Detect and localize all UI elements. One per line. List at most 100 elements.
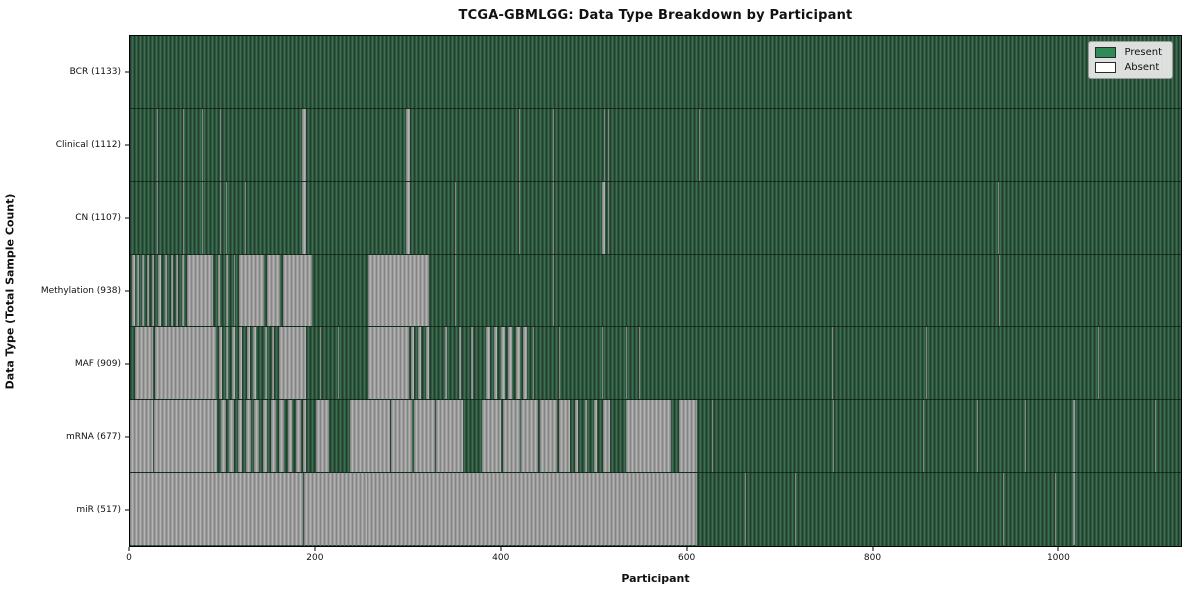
absent-segment — [134, 327, 154, 400]
x-tick-mark — [1057, 547, 1059, 551]
absent-segment — [186, 254, 213, 327]
absent-segment — [368, 254, 429, 327]
absent-segment — [279, 400, 284, 473]
absent-segment — [304, 473, 367, 545]
absent-segment — [413, 400, 436, 473]
row-methylation — [130, 254, 1181, 328]
absent-segment — [301, 181, 307, 254]
absent-segment — [698, 108, 700, 181]
absent-segment — [246, 327, 250, 400]
absent-segment — [239, 254, 265, 327]
absent-segment — [130, 400, 154, 473]
absent-segment — [558, 400, 570, 473]
absent-segment — [301, 108, 307, 181]
absent-segment — [225, 327, 229, 400]
absent-segment — [220, 400, 226, 473]
legend-swatch-absent — [1095, 62, 1117, 73]
absent-segment — [156, 108, 158, 181]
absent-segment — [1155, 400, 1156, 473]
y-tick-label: Methylation (938) — [40, 286, 121, 296]
absent-segment — [540, 400, 557, 473]
absent-segment — [575, 400, 579, 473]
absent-segment — [349, 400, 390, 473]
absent-segment — [199, 108, 201, 181]
absent-segment — [515, 327, 520, 400]
absent-segment — [1071, 181, 1073, 254]
absent-segment — [482, 400, 502, 473]
y-tick-label: MAF (909) — [74, 359, 121, 370]
absent-segment — [445, 327, 448, 400]
y-tick-mark — [125, 71, 129, 73]
absent-segment — [226, 181, 228, 254]
absent-segment — [226, 254, 229, 327]
absent-segment — [146, 254, 149, 327]
absent-segment — [602, 327, 604, 400]
x-tick-label: 200 — [306, 553, 324, 563]
absent-segment — [552, 108, 554, 181]
y-tick-label: Clinical (1112) — [55, 139, 121, 150]
absent-segment — [262, 400, 268, 473]
absent-segment — [711, 400, 713, 473]
absent-segment — [454, 254, 456, 327]
absent-segment — [271, 327, 274, 400]
row-clinical — [130, 108, 1181, 182]
absent-segment — [1071, 108, 1073, 181]
absent-segment — [1098, 327, 1100, 400]
absent-segment — [182, 108, 184, 181]
absent-segment — [390, 400, 412, 473]
row-maf — [130, 327, 1181, 401]
absent-segment — [833, 400, 835, 473]
absent-segment — [603, 400, 610, 473]
y-tick-mark — [125, 509, 129, 511]
legend-label: Absent — [1124, 62, 1160, 73]
absent-segment — [219, 108, 221, 181]
absent-segment — [425, 327, 429, 400]
absent-segment — [559, 327, 561, 400]
absent-segment — [552, 254, 554, 327]
absent-segment — [925, 327, 927, 400]
absent-segment — [320, 327, 322, 400]
absent-segment — [411, 327, 414, 400]
absent-segment — [253, 327, 257, 400]
x-tick-mark — [128, 547, 130, 551]
absent-segment — [639, 327, 641, 400]
x-tick-label: 400 — [492, 553, 510, 563]
absent-segment — [593, 400, 597, 473]
absent-segment — [232, 327, 235, 400]
absent-segment — [233, 254, 235, 327]
absent-segment — [607, 181, 609, 254]
y-tick-mark — [125, 144, 129, 146]
absent-segment — [471, 327, 474, 400]
legend-swatch-present — [1095, 47, 1117, 58]
x-tick-label: 800 — [863, 553, 882, 563]
absent-segment — [1073, 400, 1076, 473]
absent-segment — [521, 400, 539, 473]
absent-segment — [156, 181, 158, 254]
absent-segment — [202, 108, 204, 181]
chart-title: TCGA-GBMLGG: Data Type Breakdown by Part… — [458, 8, 853, 23]
absent-segment — [999, 254, 1001, 327]
absent-segment — [165, 254, 168, 327]
y-tick-mark — [125, 290, 129, 292]
absent-segment — [552, 181, 554, 254]
absent-segment — [501, 327, 505, 400]
absent-segment — [170, 254, 173, 327]
absent-segment — [679, 400, 697, 473]
y-tick-mark — [125, 363, 129, 365]
absent-segment — [267, 254, 281, 327]
row-cn — [130, 181, 1181, 255]
absent-segment — [287, 400, 293, 473]
row-bcr — [130, 36, 1181, 109]
absent-segment — [154, 400, 214, 473]
absent-segment — [604, 108, 605, 181]
absent-segment — [602, 181, 605, 254]
absent-segment — [998, 181, 1000, 254]
absent-segment — [213, 400, 218, 473]
absent-segment — [176, 254, 179, 327]
absent-segment — [1002, 473, 1004, 545]
absent-segment — [368, 327, 410, 400]
absent-segment — [366, 108, 368, 181]
absent-segment — [626, 400, 671, 473]
absent-segment — [245, 400, 251, 473]
